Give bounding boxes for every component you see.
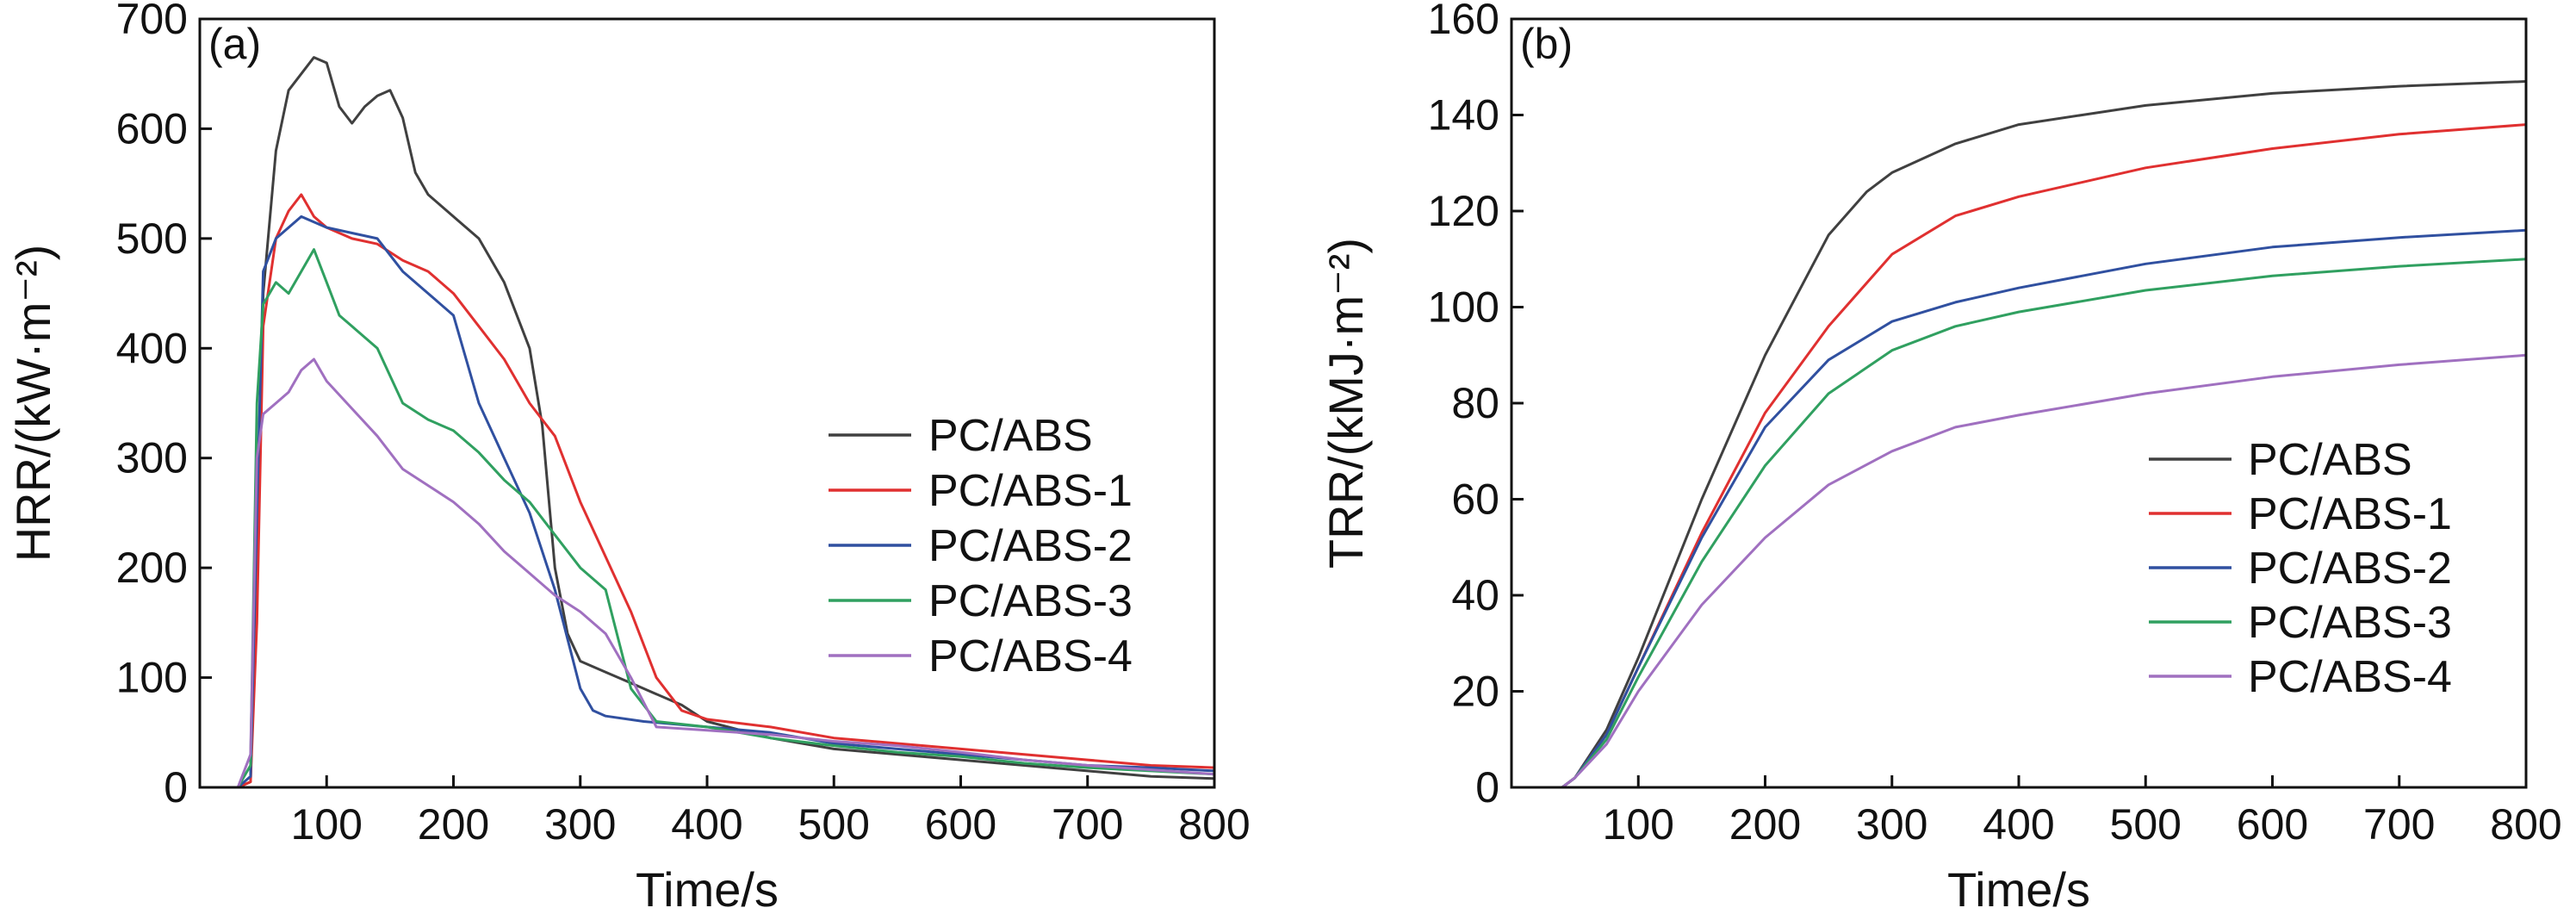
series-line-pc-abs [198,56,1216,789]
x-axis-title: Time/s [636,862,779,914]
y-tick-label: 600 [116,104,188,152]
legend-label: PC/ABS-4 [928,631,1133,681]
legend-label: PC/ABS-2 [2248,544,2452,594]
legend-label: PC/ABS [928,411,1093,461]
y-tick-label: 20 [1451,668,1499,716]
y-tick-label: 140 [1428,91,1499,140]
series-lines [198,56,1216,789]
y-tick-label: 80 [1451,379,1499,427]
x-tick-label: 400 [671,800,742,849]
x-tick-label: 100 [291,800,363,849]
legend-label: PC/ABS-1 [928,466,1133,516]
y-tick-label: 700 [116,0,188,43]
y-tick-label: 60 [1451,476,1499,524]
series-line-pc-abs-4 [1510,353,2528,789]
chart-panel-b: 100 200 300 400 500 600 700 800 0 20 40 60 80 100 120 1… [1319,0,2562,914]
x-tick-label: 200 [418,800,489,849]
panel-label: (b) [1520,20,1573,68]
y-axis-title: HRR/(kW·m⁻²) [6,245,60,563]
x-tick-label: 800 [1178,800,1250,849]
series-line-pc-abs-4 [198,358,1216,789]
y-tick-label: 500 [116,215,188,263]
x-tick-label: 300 [544,800,616,849]
x-tick-label: 500 [2110,800,2182,849]
x-tick-label: 300 [1856,800,1927,849]
y-tick-label: 0 [1475,763,1499,811]
legend-label: PC/ABS-3 [928,576,1133,626]
x-tick-label: 100 [1603,800,1674,849]
x-tick-label: 600 [925,800,996,849]
x-axis-title: Time/s [1947,862,2090,914]
legend-label: PC/ABS-4 [2248,652,2452,702]
y-tick-label: 400 [116,324,188,372]
y-tick-label: 200 [116,544,188,592]
series-line-pc-abs-2 [198,215,1216,789]
y-axis-title: TRR/(kMJ·m⁻²) [1319,238,1373,569]
series-line-pc-abs-1 [198,193,1216,789]
x-tick-label: 400 [1983,800,2054,849]
series-line-pc-abs [1510,80,2528,789]
x-tick-label: 500 [798,800,870,849]
x-tick-label: 600 [2237,800,2308,849]
x-tick-label: 200 [1729,800,1801,849]
chart-panel-a: 100 200 300 400 500 600 700 800 0 100 200 300 400 500… [6,0,1251,914]
series-line-pc-abs-3 [198,248,1216,789]
x-tick-label: 700 [2363,800,2435,849]
y-tick-label: 160 [1428,0,1499,43]
legend-label: PC/ABS [2248,435,2412,485]
y-tick-label: 100 [116,654,188,702]
y-tick-label: 120 [1428,187,1499,235]
legend-label: PC/ABS-2 [928,521,1133,571]
legend-label: PC/ABS-3 [2248,598,2452,648]
y-tick-label: 100 [1428,283,1499,332]
y-tick-label: 300 [116,434,188,482]
x-tick-label: 700 [1052,800,1123,849]
y-tick-label: 0 [164,763,188,811]
y-tick-label: 40 [1451,571,1499,619]
legend-label: PC/ABS-1 [2248,489,2452,539]
series-lines [1510,80,2528,789]
x-tick-label: 800 [2490,800,2561,849]
panel-label: (a) [208,20,261,68]
